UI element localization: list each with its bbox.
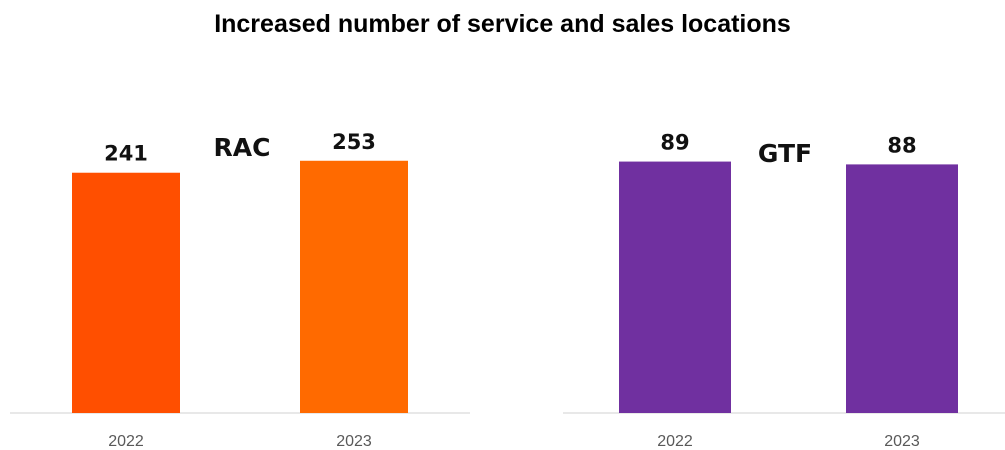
bar-2023: [846, 164, 958, 413]
data-label-2022: 89: [660, 131, 689, 155]
page-title: Increased number of service and sales lo…: [214, 10, 791, 38]
chart-title: RAC: [214, 133, 271, 162]
data-label-2022: 241: [104, 142, 148, 166]
x-tick-label-2022: 2022: [108, 433, 144, 450]
data-label-2023: 253: [332, 130, 376, 154]
x-tick-label-2022: 2022: [657, 433, 693, 450]
gtf-chart: GTF 89 2022 88 2023: [563, 131, 1005, 450]
rac-chart: RAC 241 2022 253 2023: [10, 130, 470, 450]
bar-2022: [619, 161, 731, 413]
x-tick-label-2023: 2023: [336, 433, 372, 450]
bar-2022: [72, 172, 180, 413]
data-label-2023: 88: [887, 133, 916, 157]
chart-title: GTF: [758, 139, 812, 168]
x-tick-label-2023: 2023: [884, 433, 920, 450]
bar-2023: [300, 160, 408, 413]
